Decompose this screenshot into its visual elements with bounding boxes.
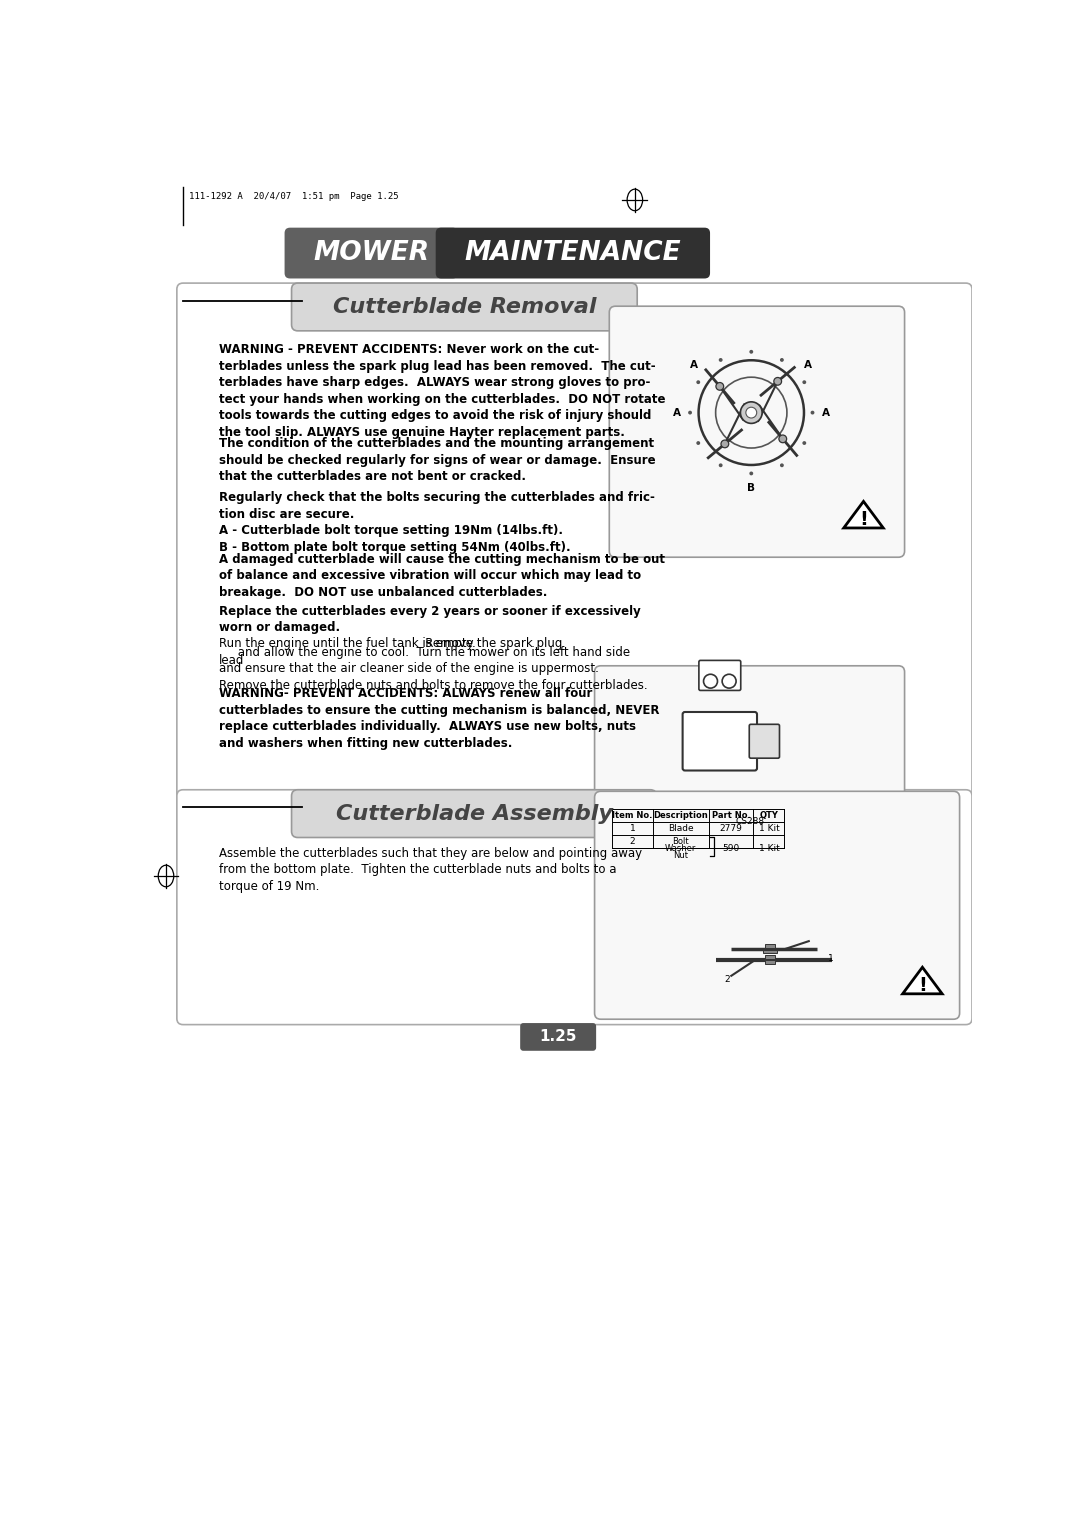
FancyBboxPatch shape [292,284,637,331]
Circle shape [697,380,700,384]
Text: Regularly check that the bolts securing the cutterblades and fric-
tion disc are: Regularly check that the bolts securing … [218,491,654,554]
FancyBboxPatch shape [521,1023,596,1051]
FancyBboxPatch shape [177,284,972,813]
FancyBboxPatch shape [699,660,741,691]
Polygon shape [843,502,883,528]
Circle shape [718,464,723,467]
Polygon shape [903,967,942,994]
Circle shape [811,410,814,415]
FancyBboxPatch shape [609,307,905,557]
Circle shape [774,378,782,386]
Text: 1 Kit: 1 Kit [758,843,780,852]
Text: Bolt: Bolt [672,837,689,846]
FancyBboxPatch shape [595,791,960,1019]
Circle shape [746,407,757,418]
Text: MOWER: MOWER [313,239,430,265]
FancyBboxPatch shape [750,724,780,758]
Text: 1: 1 [828,955,834,964]
Bar [764,950,777,953]
Text: 2: 2 [630,837,635,846]
Circle shape [716,383,724,390]
Text: !: ! [859,509,868,529]
FancyBboxPatch shape [683,712,757,770]
Text: The condition of the cutterblades and the mounting arrangement
should be checked: The condition of the cutterblades and th… [218,438,656,483]
Circle shape [750,349,753,354]
Text: WARNING - PREVENT ACCIDENTS: Never work on the cut-
terblades unless the spark p: WARNING - PREVENT ACCIDENTS: Never work … [218,343,665,439]
Text: 2: 2 [725,974,730,984]
Text: QTY: QTY [759,811,779,819]
Text: CS288: CS288 [735,817,765,825]
Text: Assemble the cutterblades such that they are below and pointing away
from the bo: Assemble the cutterblades such that they… [218,846,642,892]
FancyBboxPatch shape [595,666,905,833]
Text: A: A [805,360,812,371]
Bar [765,955,775,959]
Text: A damaged cutterblade will cause the cutting mechanism to be out
of balance and : A damaged cutterblade will cause the cut… [218,552,664,599]
Text: 2779: 2779 [719,824,742,833]
Text: 590: 590 [723,843,740,852]
FancyBboxPatch shape [435,227,710,279]
Circle shape [780,358,784,361]
Text: WARNING- PREVENT ACCIDENTS: ALWAYS renew all four
cutterblades to ensure the cut: WARNING- PREVENT ACCIDENTS: ALWAYS renew… [218,688,659,750]
Text: MAINTENANCE: MAINTENANCE [464,239,681,265]
Circle shape [741,401,762,424]
Circle shape [802,441,807,445]
Text: Item No.: Item No. [612,811,652,819]
Text: B: B [747,483,755,493]
Text: A: A [673,407,680,418]
FancyBboxPatch shape [284,227,458,279]
Text: Description: Description [653,811,708,819]
Bar [766,961,774,964]
Circle shape [697,441,700,445]
Text: Cutterblade Removal: Cutterblade Removal [333,297,596,317]
Text: 1.25: 1.25 [539,1029,577,1045]
Text: Part No.: Part No. [712,811,751,819]
Text: Run the engine until the fuel tank is empty.: Run the engine until the fuel tank is em… [218,637,483,650]
Circle shape [721,441,729,448]
Circle shape [703,674,717,688]
Bar [766,944,774,949]
Text: Nut: Nut [673,851,688,860]
Circle shape [779,435,786,442]
Text: A: A [822,407,829,418]
Circle shape [750,471,753,476]
Text: Blade: Blade [667,824,693,833]
FancyBboxPatch shape [177,790,972,1025]
Text: 1: 1 [630,824,635,833]
Circle shape [688,410,692,415]
Circle shape [780,464,784,467]
Text: and allow the engine to cool.  Turn the mower on its left hand side
and ensure t: and allow the engine to cool. Turn the m… [218,645,647,692]
Text: Washer: Washer [665,843,697,852]
Text: 111-1292 A  20/4/07  1:51 pm  Page 1.25: 111-1292 A 20/4/07 1:51 pm Page 1.25 [189,192,399,201]
Circle shape [802,380,807,384]
Text: !: ! [918,976,927,994]
Text: 1 Kit: 1 Kit [758,824,780,833]
FancyBboxPatch shape [292,790,657,837]
Text: Replace the cutterblades every 2 years or sooner if excessively
worn or damaged.: Replace the cutterblades every 2 years o… [218,605,640,634]
Circle shape [723,674,737,688]
Text: Remove the spark plug
lead: Remove the spark plug lead [218,637,562,666]
Text: Cutterblade Assembly: Cutterblade Assembly [336,804,612,824]
Circle shape [718,358,723,361]
Text: A: A [690,360,699,371]
